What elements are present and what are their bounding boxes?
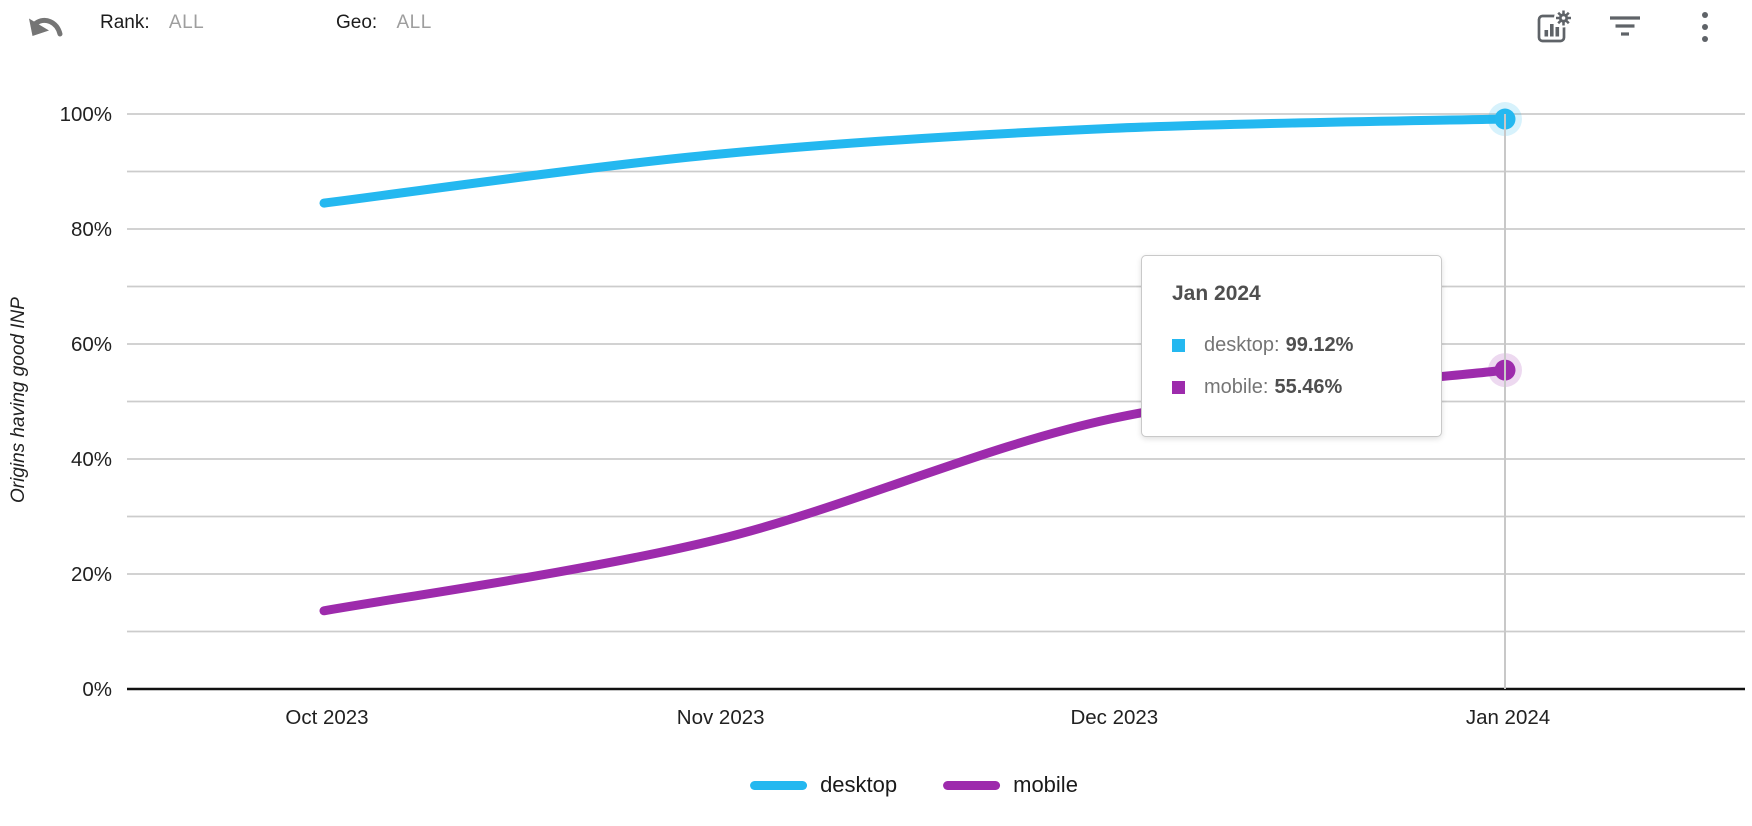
x-tick-label: Oct 2023 [285,706,368,729]
kebab-menu-icon [1692,12,1718,49]
mobile-legend-swatch-icon [943,780,1001,790]
legend-label: desktop [820,772,898,797]
tooltip-series-value: 55.46% [1274,376,1343,398]
geo-filter: Geo: ALL [336,12,432,34]
geo-filter-value[interactable]: ALL [396,12,432,33]
tooltip-series-value: 99.12% [1285,334,1354,356]
x-tick-label: Nov 2023 [677,706,765,729]
tooltip-row-desktop: desktop: 99.12% [1172,334,1441,357]
tooltip-row-mobile: mobile: 55.46% [1172,376,1441,399]
chart-tooltip: Jan 2024 desktop: 99.12% mobile: 55.46% [1141,255,1442,437]
x-tick-label: Dec 2023 [1070,706,1158,729]
desktop-legend-swatch-icon [750,780,808,790]
chart-settings-button[interactable] [1535,7,1573,47]
y-tick-label: 100% [60,103,112,126]
y-tick-label: 60% [71,333,112,356]
x-tick-label: Jan 2024 [1466,706,1550,729]
y-tick-label: 20% [71,563,112,586]
tooltip-rows: desktop: 99.12% mobile: 55.46% [1172,334,1441,399]
toolbar: Rank: ALL Geo: ALL [0,0,1752,56]
filter-button[interactable] [1608,12,1642,42]
chart-settings-icon [1535,8,1573,50]
legend-label: mobile [1013,772,1078,797]
tooltip-series-label: desktop: [1204,334,1280,356]
desktop-line[interactable] [319,114,1510,208]
y-tick-label: 80% [71,218,112,241]
y-axis-title: Origins having good INP [8,297,29,503]
mobile-swatch-icon [1172,381,1185,394]
desktop-swatch-icon [1172,339,1185,352]
legend-item-mobile[interactable]: mobile [943,772,1078,798]
legend-item-desktop[interactable]: desktop [750,772,897,798]
rank-filter: Rank: ALL [100,12,204,34]
y-tick-label: 40% [71,448,112,471]
undo-button[interactable] [26,9,66,41]
tooltip-series-label: mobile: [1204,376,1269,398]
geo-filter-label: Geo: [336,12,378,33]
filter-icon [1608,16,1642,45]
rank-filter-value[interactable]: ALL [168,12,205,33]
chart-legend: desktop mobile [750,772,1078,798]
tooltip-title: Jan 2024 [1172,282,1261,305]
y-tick-label: 0% [82,678,112,701]
undo-icon [26,18,66,43]
rank-filter-label: Rank: [100,12,150,33]
more-options-button[interactable] [1692,8,1718,46]
